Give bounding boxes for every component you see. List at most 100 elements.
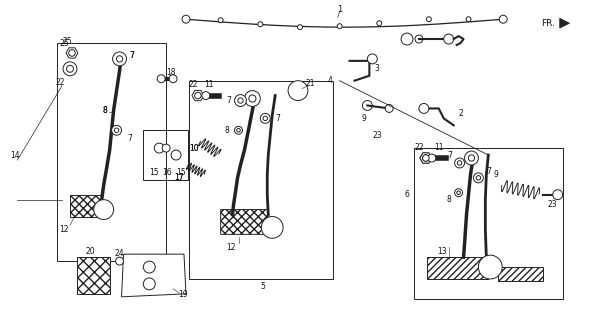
Circle shape <box>171 150 181 160</box>
Circle shape <box>553 190 563 200</box>
Text: 19: 19 <box>178 290 188 299</box>
Text: 6: 6 <box>405 190 409 199</box>
Circle shape <box>94 200 113 220</box>
Circle shape <box>116 56 123 62</box>
Text: 25: 25 <box>59 38 69 48</box>
Circle shape <box>422 155 429 161</box>
Text: 5: 5 <box>260 282 265 292</box>
Circle shape <box>63 62 77 76</box>
Text: 4: 4 <box>327 76 332 85</box>
Circle shape <box>401 33 413 45</box>
Text: 23: 23 <box>372 131 382 140</box>
Circle shape <box>260 113 270 123</box>
Circle shape <box>263 116 267 121</box>
Text: 3: 3 <box>375 64 380 73</box>
Circle shape <box>428 154 436 162</box>
Circle shape <box>162 144 170 152</box>
Circle shape <box>337 24 342 29</box>
Circle shape <box>261 217 283 238</box>
Text: 7: 7 <box>486 167 491 176</box>
Polygon shape <box>66 48 78 58</box>
Circle shape <box>386 105 393 112</box>
Polygon shape <box>122 254 186 297</box>
Text: 7: 7 <box>127 134 132 143</box>
Text: 17: 17 <box>174 173 184 182</box>
Circle shape <box>69 50 75 56</box>
Circle shape <box>154 143 164 153</box>
Polygon shape <box>77 257 110 294</box>
Circle shape <box>157 75 165 83</box>
Circle shape <box>465 151 478 165</box>
Text: 24: 24 <box>115 249 124 258</box>
Circle shape <box>419 103 429 113</box>
Text: 16: 16 <box>162 168 172 177</box>
Circle shape <box>454 158 465 168</box>
Text: 22: 22 <box>188 80 198 89</box>
Text: 9: 9 <box>362 114 367 123</box>
Text: 15: 15 <box>176 168 186 177</box>
Circle shape <box>235 95 247 107</box>
Text: 15: 15 <box>150 168 159 177</box>
Circle shape <box>169 75 177 83</box>
Circle shape <box>444 34 454 44</box>
Polygon shape <box>498 267 543 281</box>
Text: 7: 7 <box>447 150 452 160</box>
Circle shape <box>202 92 210 100</box>
Polygon shape <box>420 153 432 163</box>
Circle shape <box>245 91 260 107</box>
Text: 11: 11 <box>204 80 213 89</box>
Circle shape <box>249 95 256 102</box>
Polygon shape <box>427 257 488 279</box>
Text: 10: 10 <box>189 144 199 153</box>
Text: 11: 11 <box>434 143 444 152</box>
Text: 10: 10 <box>189 144 199 153</box>
Circle shape <box>499 15 507 23</box>
Circle shape <box>473 173 484 183</box>
Text: 17: 17 <box>174 173 184 182</box>
Polygon shape <box>192 91 204 101</box>
Text: 23: 23 <box>548 200 558 209</box>
Circle shape <box>182 15 190 23</box>
Circle shape <box>422 155 429 161</box>
Text: 8: 8 <box>102 106 107 115</box>
Bar <box>414 148 563 299</box>
Circle shape <box>478 255 502 279</box>
Circle shape <box>115 128 119 132</box>
Circle shape <box>454 189 463 197</box>
Text: 8: 8 <box>446 195 451 204</box>
Circle shape <box>476 176 481 180</box>
Text: 12: 12 <box>226 243 235 252</box>
Bar <box>143 130 188 180</box>
Text: 8: 8 <box>102 106 107 115</box>
Circle shape <box>298 25 302 30</box>
Circle shape <box>415 35 423 43</box>
Circle shape <box>288 81 308 100</box>
Circle shape <box>143 278 155 290</box>
Polygon shape <box>560 18 570 28</box>
Text: 1: 1 <box>337 5 342 14</box>
Text: 7: 7 <box>226 96 231 105</box>
Text: 22: 22 <box>55 78 65 87</box>
Circle shape <box>67 65 74 72</box>
Circle shape <box>457 191 460 195</box>
Circle shape <box>143 261 155 273</box>
Text: 20: 20 <box>85 247 94 256</box>
Text: 12: 12 <box>59 225 69 234</box>
Text: FR.: FR. <box>541 19 555 28</box>
Circle shape <box>466 17 471 22</box>
Text: 9: 9 <box>494 170 499 180</box>
Text: 2: 2 <box>458 109 463 118</box>
Circle shape <box>112 125 122 135</box>
Circle shape <box>377 21 382 26</box>
Text: 7: 7 <box>276 114 280 123</box>
Circle shape <box>468 155 475 161</box>
Text: 18: 18 <box>166 68 176 77</box>
Text: 7: 7 <box>129 52 134 60</box>
Polygon shape <box>70 195 102 218</box>
Circle shape <box>116 257 124 265</box>
Circle shape <box>258 22 263 27</box>
Circle shape <box>238 98 243 103</box>
Circle shape <box>367 54 377 64</box>
Circle shape <box>426 17 431 22</box>
Text: 13: 13 <box>437 247 447 256</box>
